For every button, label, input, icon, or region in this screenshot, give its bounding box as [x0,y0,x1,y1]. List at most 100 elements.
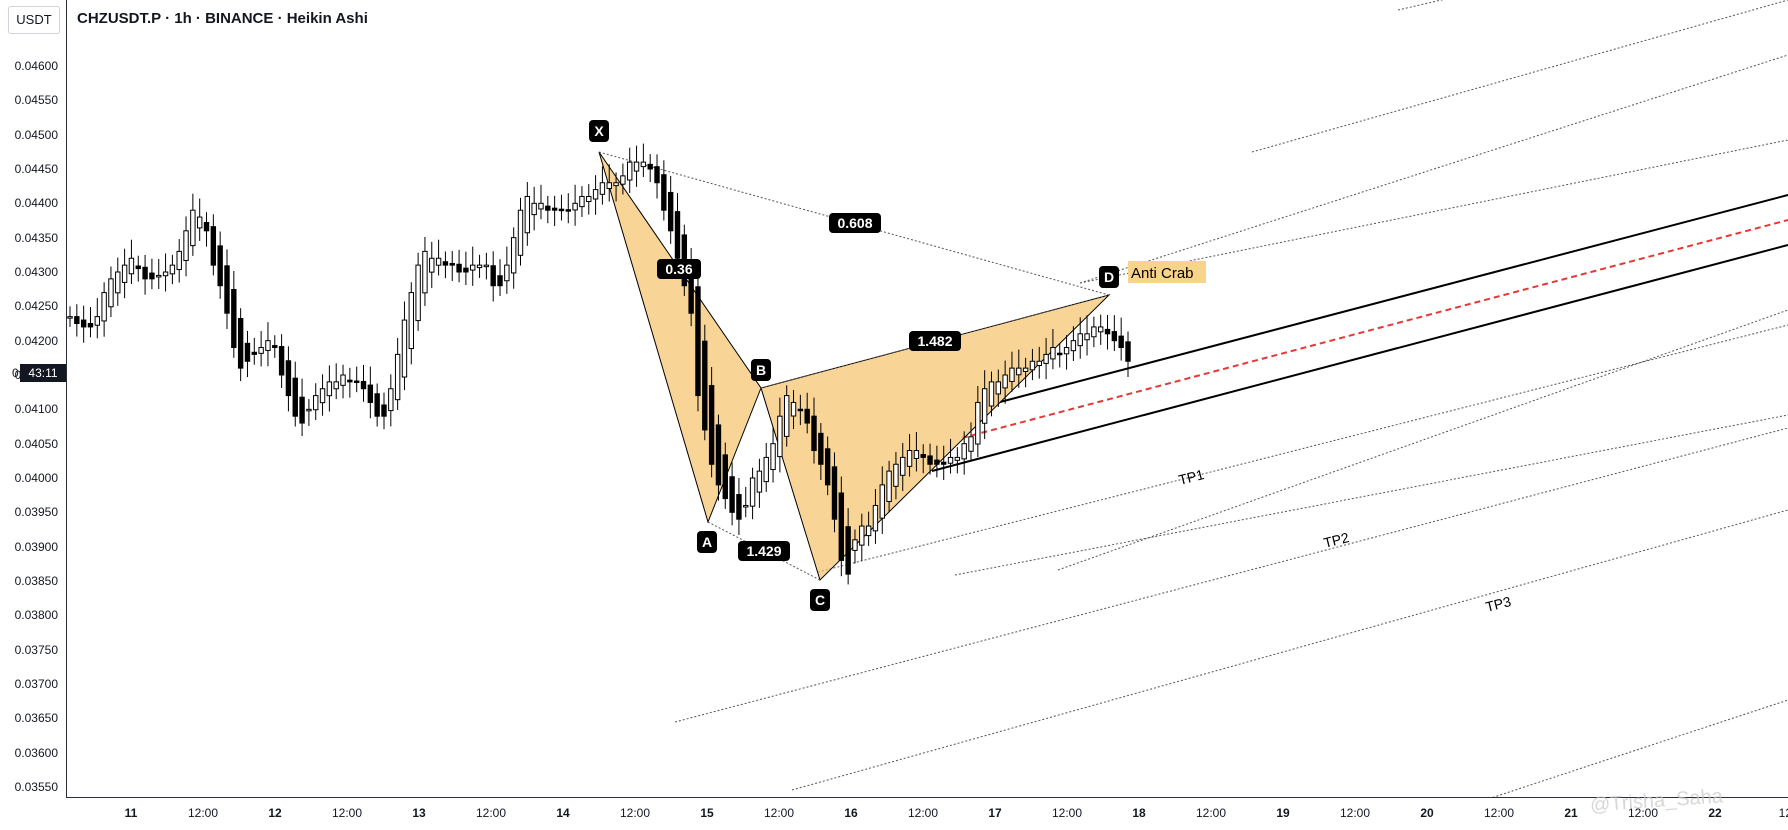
candle-body [353,380,360,384]
time-tick-label: 12:00 [475,806,507,820]
candle-body [326,381,333,397]
candle-body [565,209,571,212]
candle-body [176,250,182,270]
candle-body [1063,347,1070,355]
candle-body [265,340,271,351]
candle-body [306,408,312,412]
time-tick-label: 12:00 [619,806,651,820]
candle-body [408,292,414,350]
time-tick-label: 13 [412,806,426,820]
point-label-d-box [1099,266,1119,288]
price-tick-label: 0.04200 [14,333,58,348]
ratio-label: 1.429 [746,543,781,559]
tp-fan-line [954,414,1788,576]
candle-body [995,381,1002,395]
candle-body [913,450,920,459]
candle-body [190,209,196,247]
price-tick-label: 0.04300 [14,265,58,279]
candle-body [1057,352,1063,356]
candle-body [538,202,544,210]
time-tick-label: 18 [1132,806,1146,820]
candle-body [210,226,217,266]
price-tick-label: 0.04350 [14,230,58,245]
candle-body [749,477,756,507]
tp-fan-line [1397,0,1444,11]
candle-body [1118,335,1124,349]
candle-body [347,379,353,383]
candle-body [115,271,121,294]
candle-body [1125,341,1131,362]
candle-body [1097,326,1104,333]
price-tick-label: 0.03900 [14,539,58,554]
ratio-line-ac [707,521,821,581]
candle-body [108,278,114,308]
point-label-x: X [594,123,604,139]
tp-fan-line [791,509,1788,791]
candle-body [640,161,647,168]
candle-body [87,323,94,328]
candle-body [1084,333,1090,341]
candle-body [456,263,462,273]
price-tick-label: 0.03700 [14,677,58,691]
time-tick-label: 11 [124,806,138,820]
candle-body [763,456,769,483]
candle-body [237,318,244,369]
time-tick-label: 12:00 [1483,806,1515,820]
candle-body [149,272,155,280]
price-axis[interactable]: USDT 0.04600 0.04550 0.04500 0.04450 0.04400… [0,0,67,797]
time-axis[interactable]: 11 12:00 12 12:00 13 12:00 14 12:00 15 12:00 16 12:… [66,797,1788,830]
candle-body [715,424,722,486]
channel-upper-line [999,194,1788,403]
candle-body [667,191,674,232]
price-tick-label: 0.03850 [14,574,58,588]
candle-body [627,161,633,181]
candle-body [319,388,326,404]
time-tick-label: 12:00 [331,806,363,820]
candle-body [654,166,660,184]
tp-fan-line [1079,139,1788,284]
candle-body [483,264,490,268]
candle-body [121,264,128,283]
price-tick-label: 0.04050 [14,436,58,451]
candle-body [517,209,524,256]
time-tick-label: 19 [1276,806,1290,820]
candle-body [524,195,531,234]
channel-lower-line [931,244,1788,472]
candle-body [784,395,790,437]
target-fan-lines: TP1 TP2 TP3 [674,0,1788,801]
candle-body [449,262,455,266]
tp-label: TP2 [1322,529,1351,551]
candle-body [497,275,503,287]
chart-title: CHZUSDT.P · 1h · BINANCE · Heikin Ashi [77,10,368,27]
candle-body [592,189,599,200]
candle-body [886,470,892,503]
ratio-label-box [657,259,701,279]
candle-body [463,267,469,273]
point-label-b: B [756,362,766,378]
candle-body [422,250,428,294]
candle-body [67,316,73,319]
candle-body [743,504,749,508]
candle-body [285,360,292,397]
candle-body [1029,360,1036,371]
candle-body [510,237,517,274]
point-label-a-box [697,531,717,553]
price-tick-label: 0.04600 [14,59,58,73]
time-tick-label: 21 [1564,806,1578,820]
currency-button[interactable]: USDT [8,6,60,34]
point-label-c: C [815,592,825,608]
ratio-label: 1.482 [917,333,952,349]
price-tick-label: 0.03550 [14,780,58,794]
time-tick-label: 22 [1708,806,1722,820]
pattern-name-label: Anti Crab [1131,265,1194,282]
price-tick-label: 0.04400 [14,196,58,211]
ratio-label-box [738,541,790,561]
candle-body [504,264,510,282]
time-tick-label: 20 [1420,806,1434,820]
price-tick-label: 0.04000 [14,471,58,485]
candle-body [135,265,141,270]
candle-body [893,463,899,487]
candle-body [954,456,961,461]
candle-body [818,432,824,465]
